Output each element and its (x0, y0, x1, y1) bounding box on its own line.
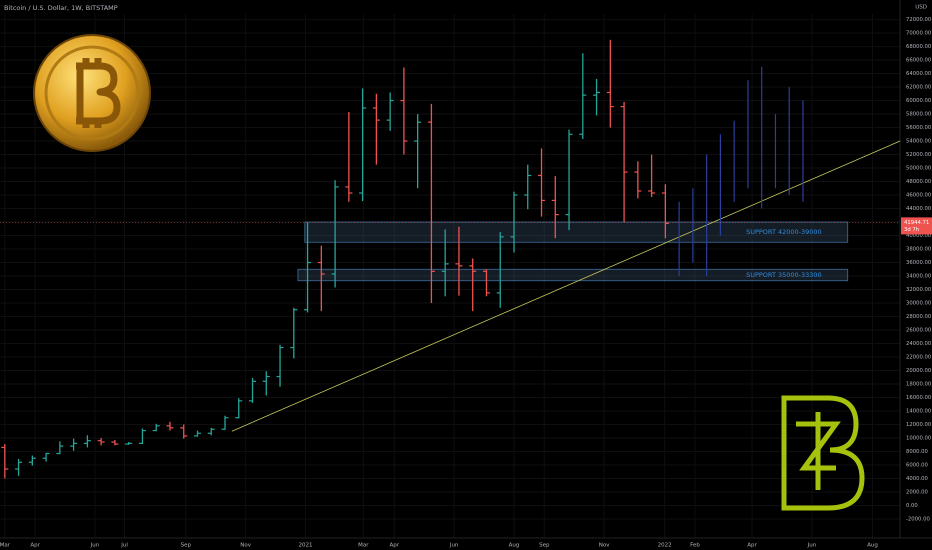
zone-label: SUPPORT 42000-39000 (746, 228, 822, 236)
x-tick-label: Apr (747, 543, 757, 549)
y-tick-label: 70000.00 (906, 31, 932, 37)
support-zone (297, 268, 849, 282)
y-tick-label: 60000.00 (906, 98, 932, 104)
y-tick-label: 68000.00 (906, 44, 932, 50)
y-tick-label: 66000.00 (906, 58, 932, 64)
y-tick-label: 16000.00 (906, 395, 932, 401)
x-tick-label: Aug (867, 543, 878, 549)
y-tick-label: 56000.00 (906, 125, 932, 131)
y-tick-label: 0.00 (906, 503, 918, 509)
y-tick-label: 44000.00 (906, 206, 932, 212)
y-tick-label: 62000.00 (906, 85, 932, 91)
zone-label: SUPPORT 35000-33300 (746, 271, 822, 279)
x-tick-label: Jun (90, 543, 100, 549)
x-tick-label: Jul (120, 543, 128, 549)
x-tick-label: Nov (240, 543, 251, 549)
x-tick-label: Sep (181, 543, 192, 549)
y-tick-label: 50000.00 (906, 166, 932, 172)
x-tick-label: Apr (30, 543, 40, 549)
y-tick-label: 28000.00 (906, 314, 932, 320)
y-tick-label: 54000.00 (906, 139, 932, 145)
y-tick-label: 48000.00 (906, 179, 932, 185)
brand-logo (781, 395, 865, 511)
x-tick-label: Sep (539, 543, 550, 549)
y-tick-label: 32000.00 (906, 287, 932, 293)
y-tick-label: 4000.00 (906, 476, 929, 482)
x-tick-label: Feb (690, 543, 700, 549)
y-tick-label: 30000.00 (906, 301, 932, 307)
y-tick-label: -2000.00 (906, 516, 930, 522)
y-tick-label: 64000.00 (906, 71, 932, 77)
countdown: 3d 7h (904, 227, 919, 233)
y-tick-label: 24000.00 (906, 341, 932, 347)
y-tick-label: 18000.00 (906, 381, 932, 387)
y-tick-label: 12000.00 (906, 422, 932, 428)
y-tick-label: 26000.00 (906, 328, 932, 334)
x-tick-label: Apr (390, 543, 400, 549)
y-tick-label: 22000.00 (906, 354, 932, 360)
x-tick-label: 2021 (299, 543, 313, 549)
x-tick-label: Aug (509, 543, 520, 549)
y-tick-label: 46000.00 (906, 193, 932, 199)
y-tick-label: 40000.00 (906, 233, 932, 239)
y-tick-label: 8000.00 (906, 449, 929, 455)
y-tick-label: 58000.00 (906, 112, 932, 118)
x-tick-label: 2022 (658, 543, 672, 549)
y-tick-label: 72000.00 (906, 17, 932, 23)
currency: USD (915, 5, 927, 11)
x-tick-label: Mar (358, 543, 369, 549)
x-tick-label: Jun (449, 543, 459, 549)
y-tick-label: 38000.00 (906, 247, 932, 253)
last-price-tag (901, 217, 932, 235)
y-tick-label: 14000.00 (906, 408, 932, 414)
support-zone (304, 221, 849, 243)
y-tick-label: 6000.00 (906, 462, 929, 468)
y-tick-label: 20000.00 (906, 368, 932, 374)
x-tick-label: Mar (0, 543, 11, 549)
y-tick-label: 34000.00 (906, 274, 932, 280)
y-tick-label: 10000.00 (906, 435, 932, 441)
y-tick-label: 2000.00 (906, 489, 929, 495)
y-tick-label: 36000.00 (906, 260, 932, 266)
bitcoin-logo (33, 34, 151, 152)
y-tick-label: 52000.00 (906, 152, 932, 158)
x-tick-label: Nov (599, 543, 610, 549)
x-tick-label: Jun (807, 543, 817, 549)
last-price-label: 41944.71 (904, 220, 929, 226)
chart-title: Bitcoin / U.S. Dollar, 1W, BITSTAMP (4, 4, 118, 12)
